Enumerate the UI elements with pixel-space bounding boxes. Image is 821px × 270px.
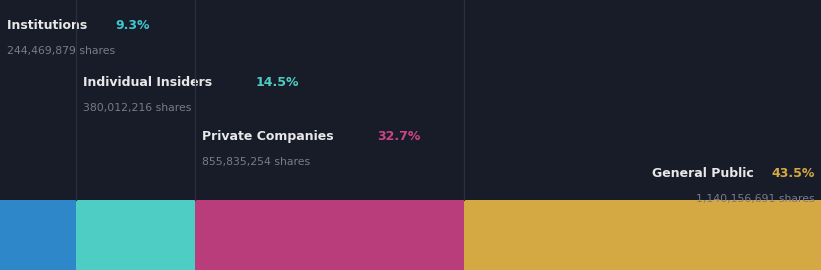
Text: General Public: General Public	[653, 167, 759, 180]
Bar	[76, 200, 195, 270]
Text: 1,140,156,691 shares: 1,140,156,691 shares	[696, 194, 814, 204]
Text: 9.3%: 9.3%	[116, 19, 150, 32]
Bar	[0, 200, 76, 270]
Text: 43.5%: 43.5%	[771, 167, 814, 180]
Bar	[195, 200, 464, 270]
Text: 380,012,216 shares: 380,012,216 shares	[83, 103, 191, 113]
Text: 244,469,879 shares: 244,469,879 shares	[7, 46, 115, 56]
Text: 32.7%: 32.7%	[378, 130, 421, 143]
Text: 14.5%: 14.5%	[255, 76, 299, 89]
Text: 855,835,254 shares: 855,835,254 shares	[202, 157, 310, 167]
Text: Institutions: Institutions	[7, 19, 91, 32]
Text: Private Companies: Private Companies	[202, 130, 338, 143]
Bar	[464, 200, 821, 270]
Text: Individual Insiders: Individual Insiders	[83, 76, 217, 89]
